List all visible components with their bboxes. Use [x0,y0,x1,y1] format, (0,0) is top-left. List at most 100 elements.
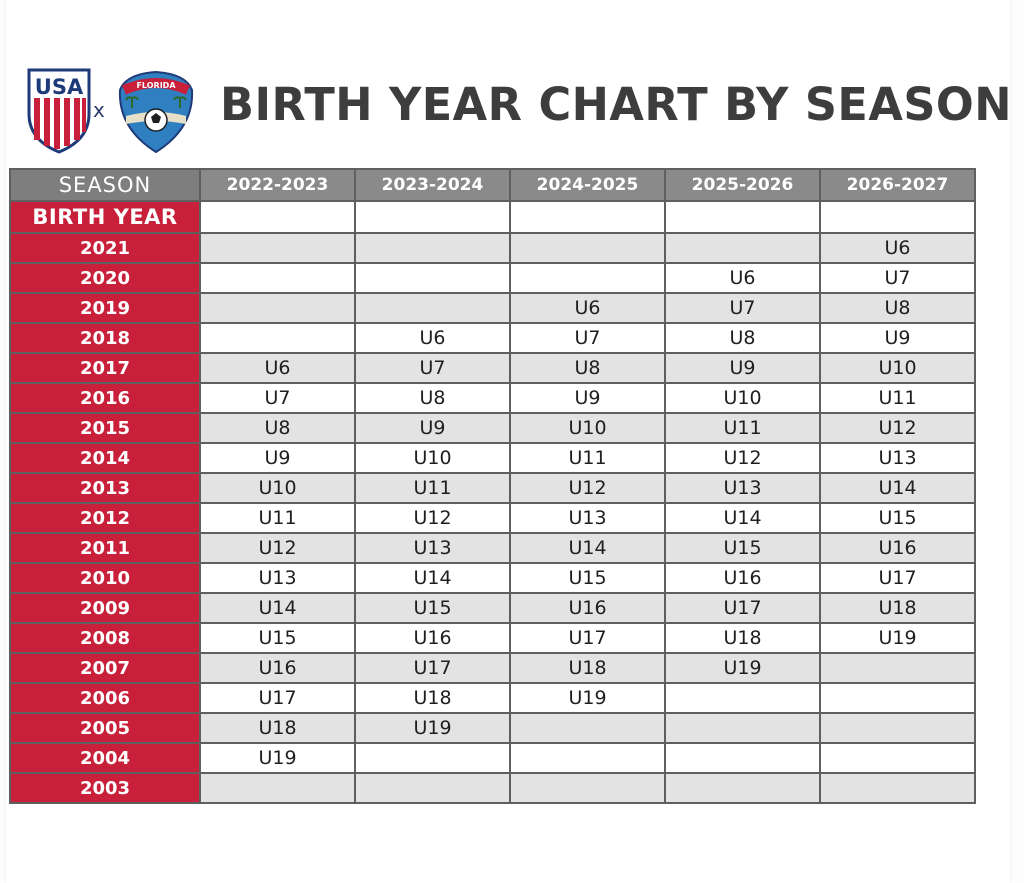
table-row: 2011 U12 U13 U14 U15 U16 [9,532,976,564]
age-group-cell: U18 [354,682,511,714]
age-group-cell: U17 [664,592,821,624]
age-group-cell: U6 [509,292,666,324]
age-group-cell: U10 [664,382,821,414]
birth-year-cell: 2017 [9,352,201,384]
age-group-cell: U15 [664,532,821,564]
age-group-cell [354,292,511,324]
age-group-cell [199,772,356,804]
age-group-cell: U8 [664,322,821,354]
birth-year-header-row: BIRTH YEAR [9,200,976,234]
table-cell [664,200,821,234]
birth-year-cell: 2003 [9,772,201,804]
age-group-cell: U7 [199,382,356,414]
age-group-cell: U9 [199,442,356,474]
age-group-cell: U11 [354,472,511,504]
birth-year-chart: SEASON 2022-2023 2023-2024 2024-2025 202… [9,168,976,804]
age-group-cell [509,772,666,804]
age-group-cell: U7 [354,352,511,384]
age-group-cell [354,262,511,294]
age-group-cell [509,262,666,294]
age-group-cell: U18 [664,622,821,654]
age-group-cell: U19 [199,742,356,774]
page-title: BIRTH YEAR CHART BY SEASON [220,78,1013,131]
table-row: 2013 U10 U11 U12 U13 U14 [9,472,976,504]
age-group-cell: U14 [819,472,976,504]
age-group-cell [199,262,356,294]
age-group-cell [819,652,976,684]
age-group-cell [819,682,976,714]
age-group-cell [664,232,821,264]
age-group-cell: U19 [819,622,976,654]
table-row: 2021 U6 [9,232,976,264]
age-group-cell [664,682,821,714]
table-row: 2014 U9 U10 U11 U12 U13 [9,442,976,474]
birth-year-cell: 2008 [9,622,201,654]
age-group-cell: U17 [199,682,356,714]
age-group-cell [509,712,666,744]
age-group-cell: U8 [354,382,511,414]
age-group-cell [509,232,666,264]
birth-year-cell: 2015 [9,412,201,444]
table-row: 2010 U13 U14 U15 U16 U17 [9,562,976,594]
table-row: 2009 U14 U15 U16 U17 U18 [9,592,976,624]
age-group-cell: U13 [664,472,821,504]
age-group-cell: U9 [354,412,511,444]
age-group-cell: U11 [509,442,666,474]
age-group-cell: U8 [509,352,666,384]
age-group-cell [819,772,976,804]
logo-left-text: USA [35,75,84,99]
age-group-cell [199,232,356,264]
age-group-cell: U14 [354,562,511,594]
age-group-cell: U14 [509,532,666,564]
age-group-cell: U19 [509,682,666,714]
age-group-cell: U14 [664,502,821,534]
age-group-cell: U6 [199,352,356,384]
birth-year-cell: 2006 [9,682,201,714]
age-group-cell: U12 [199,532,356,564]
table-row: 2017 U6 U7 U8 U9 U10 [9,352,976,384]
age-group-cell: U14 [199,592,356,624]
season-header-2022-2023: 2022-2023 [199,168,356,202]
age-group-cell: U8 [819,292,976,324]
table-row: 2007 U16 U17 U18 U19 [9,652,976,684]
florida-youth-soccer-logo: FLORIDA [118,70,194,154]
logo-right-text: FLORIDA [136,81,176,90]
age-group-cell: U15 [509,562,666,594]
age-group-cell: U13 [199,562,356,594]
age-group-cell [819,712,976,744]
age-group-cell: U18 [199,712,356,744]
age-group-cell: U9 [509,382,666,414]
age-group-cell [354,772,511,804]
age-group-cell: U15 [819,502,976,534]
age-group-cell [664,742,821,774]
season-header-row: SEASON 2022-2023 2023-2024 2024-2025 202… [9,168,976,202]
birth-year-cell: 2011 [9,532,201,564]
age-group-cell: U12 [354,502,511,534]
age-group-cell: U7 [819,262,976,294]
age-group-cell: U12 [509,472,666,504]
age-group-cell [354,232,511,264]
birth-year-cell: 2004 [9,742,201,774]
age-group-cell: U13 [354,532,511,564]
age-group-cell: U16 [509,592,666,624]
age-group-cell: U10 [509,412,666,444]
table-row: 2020 U6 U7 [9,262,976,294]
age-group-cell: U11 [664,412,821,444]
age-group-cell [354,742,511,774]
table-cell [819,200,976,234]
logo-separator: x [93,98,105,122]
table-row: 2003 [9,772,976,804]
age-group-cell: U15 [354,592,511,624]
season-header-2025-2026: 2025-2026 [664,168,821,202]
age-group-cell: U7 [509,322,666,354]
age-group-cell: U13 [509,502,666,534]
age-group-cell: U10 [199,472,356,504]
age-group-cell: U13 [819,442,976,474]
age-group-cell: U16 [199,652,356,684]
age-group-cell: U7 [664,292,821,324]
table-row: 2005 U18 U19 [9,712,976,744]
table-row: 2004 U19 [9,742,976,774]
birth-year-cell: 2014 [9,442,201,474]
table-cell [354,200,511,234]
birth-year-cell: 2007 [9,652,201,684]
